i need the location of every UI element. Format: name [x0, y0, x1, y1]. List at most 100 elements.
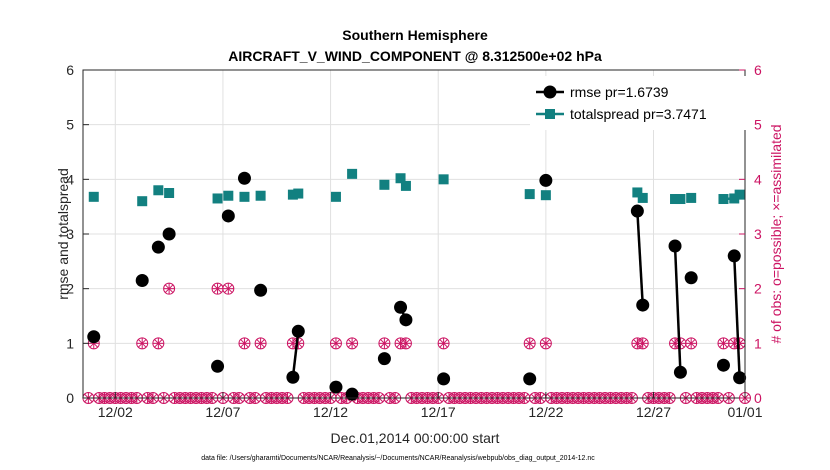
y-tick-label-right: 5	[754, 117, 762, 133]
totalspread-marker	[524, 189, 535, 200]
legend-totalspread-label: totalspread pr=3.7471	[570, 106, 707, 122]
rmse-marker	[437, 372, 451, 386]
obs-assimilated-marker	[222, 283, 234, 295]
rmse-marker	[221, 209, 235, 223]
y-tick-label-left: 0	[66, 390, 74, 406]
rmse-marker	[286, 370, 300, 384]
x-tick-label: 12/07	[205, 404, 240, 420]
data-file-footer: data file: /Users/gharamti/Documents/NCA…	[201, 455, 595, 462]
obs-assimilated-marker	[400, 337, 412, 349]
totalspread-marker	[223, 190, 234, 201]
obs-assimilated-marker	[255, 337, 267, 349]
obs-assimilated-marker	[438, 337, 450, 349]
rmse-marker	[345, 387, 359, 401]
chart-subtitle: AIRCRAFT_V_WIND_COMPONENT @ 8.312500e+02…	[228, 48, 602, 64]
x-axis-label: Dec.01,2014 00:00:00 start	[331, 430, 500, 446]
rmse-marker	[394, 300, 408, 314]
rmse-line-segment	[636, 210, 644, 306]
x-tick-label: 12/02	[98, 404, 133, 420]
rmse-marker	[329, 380, 343, 394]
rmse-marker	[237, 171, 251, 185]
x-tick-label: 12/22	[528, 404, 563, 420]
y-tick-label-left: 3	[66, 226, 74, 242]
rmse-marker	[684, 271, 698, 285]
obs-assimilated-marker	[685, 337, 697, 349]
totalspread-marker	[637, 192, 648, 203]
rmse-marker	[673, 365, 687, 379]
y-tick-label-right: 1	[754, 335, 762, 351]
rmse-marker	[716, 358, 730, 372]
rmse-marker	[668, 239, 682, 253]
y-tick-label-left: 1	[66, 335, 74, 351]
rmse-marker	[254, 283, 268, 297]
totalspread-marker	[686, 192, 697, 203]
rmse-marker	[630, 204, 644, 218]
rmse-marker	[399, 313, 413, 327]
x-tick-label: 12/12	[313, 404, 348, 420]
totalspread-marker	[729, 193, 740, 204]
y-tick-label-right: 3	[754, 226, 762, 242]
y-tick-label-left: 4	[66, 171, 74, 187]
rmse-marker	[523, 372, 537, 386]
obs-assimilated-marker	[163, 283, 175, 295]
totalspread-marker	[540, 190, 551, 201]
totalspread-marker	[347, 168, 358, 179]
rmse-line-segment	[732, 255, 741, 378]
totalspread-marker	[632, 187, 643, 198]
obs-assimilated-marker	[238, 337, 250, 349]
rmse-marker	[539, 173, 553, 187]
legend-rmse-label: rmse pr=1.6739	[570, 84, 669, 100]
obs-assimilated-marker	[346, 337, 358, 349]
totalspread-marker	[395, 173, 406, 184]
totalspread-marker	[670, 194, 681, 205]
totalspread-marker	[212, 193, 223, 204]
obs-assimilated-marker	[378, 337, 390, 349]
rmse-marker	[636, 298, 650, 312]
obs-assimilated-marker	[152, 337, 164, 349]
obs-assimilated-marker	[136, 337, 148, 349]
totalspread-marker	[379, 179, 390, 190]
legend-totalspread-marker	[545, 109, 555, 119]
totalspread-marker	[137, 196, 148, 207]
x-tick-label: 12/17	[421, 404, 456, 420]
x-tick-label: 12/27	[636, 404, 671, 420]
rmse-line-segment	[291, 331, 300, 378]
legend: rmse pr=1.6739 totalspread pr=3.7471	[530, 76, 746, 130]
totalspread-marker	[330, 191, 341, 202]
rmse-marker	[162, 227, 176, 241]
totalspread-marker	[718, 194, 729, 205]
totalspread-marker	[287, 189, 298, 200]
totalspread-marker	[153, 185, 164, 196]
totalspread-marker	[88, 191, 99, 202]
rmse-marker	[727, 249, 741, 263]
chart-title: Southern Hemisphere	[342, 27, 488, 43]
totalspread-marker	[438, 174, 449, 185]
y-tick-label-left: 6	[66, 62, 74, 78]
legend-rmse-marker	[543, 85, 557, 99]
legend-box	[530, 76, 746, 130]
totalspread-marker	[675, 194, 686, 205]
rmse-line-segment	[673, 245, 682, 373]
y-tick-label-left: 5	[66, 117, 74, 133]
rmse-marker	[87, 330, 101, 344]
y-tick-label-right: 4	[754, 171, 762, 187]
totalspread-marker	[734, 189, 745, 200]
rmse-marker	[291, 324, 305, 338]
rmse-marker	[135, 273, 149, 287]
y-axis-label-left: rmse and totalspread	[55, 168, 71, 300]
y-tick-label-right: 6	[754, 62, 762, 78]
rmse-marker	[733, 371, 747, 385]
rmse-marker	[377, 352, 391, 366]
totalspread-marker	[400, 180, 411, 191]
totalspread-marker	[255, 190, 266, 201]
plot-area	[82, 168, 751, 404]
y-tick-label-left: 2	[66, 281, 74, 297]
obs-assimilated-marker	[524, 337, 536, 349]
totalspread-marker	[293, 188, 304, 199]
ticks: 0 0 1 1 2 2 3 3 4 4 5 5 6 6 12/02 12/07 12/12 12/17 12/22 1…	[66, 62, 763, 420]
totalspread-marker	[239, 191, 250, 202]
obs-assimilated-marker	[717, 337, 729, 349]
obs-assimilated-marker	[637, 337, 649, 349]
y-axis-label-right: # of obs: o=possible; ×=assimilated	[768, 124, 784, 343]
